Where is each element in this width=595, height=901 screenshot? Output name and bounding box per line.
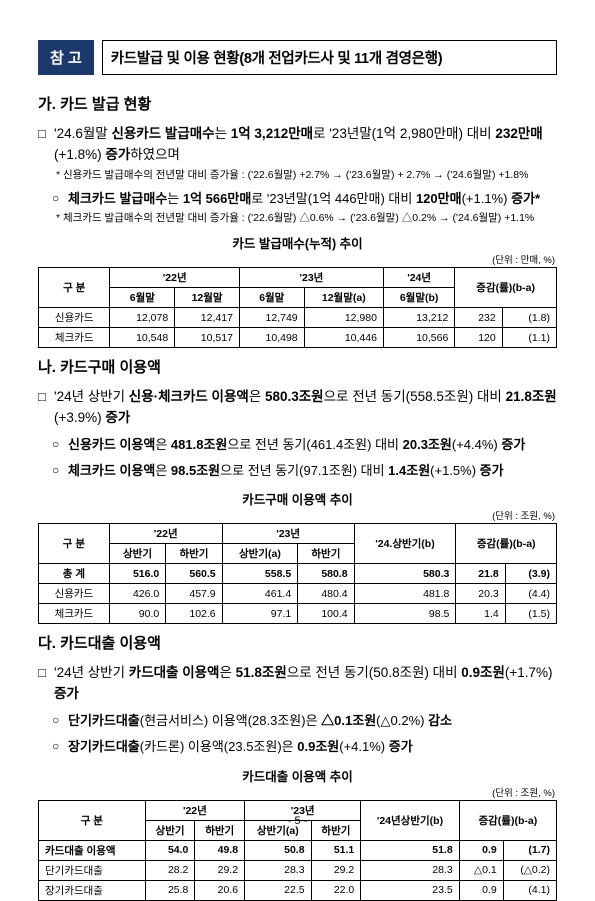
footnote-a1: * 신용카드 발급매수의 전년말 대비 증가율 : ('22.6월말) +2.7… — [56, 168, 557, 183]
table3-unit: (단위 : 조원, %) — [38, 785, 555, 799]
table-row: 체크카드 10,54810,517 10,49810,446 10,566 12… — [39, 328, 557, 348]
item-c1: □ '24년 상반기 카드대출 이용액은 51.8조원으로 전년 동기(50.8… — [38, 663, 557, 705]
table1-unit: (단위 : 만매, %) — [38, 252, 555, 266]
circle-marker: ○ — [52, 461, 68, 481]
item-b2: ○ 신용카드 이용액은 481.8조원으로 전년 동기(461.4조원) 대비 … — [52, 435, 557, 455]
table-row: 카드대출 이용액 54.049.8 50.851.1 51.8 0.9(1.7) — [39, 840, 557, 860]
item-a2: ○ 체크카드 발급매수는 1억 566만매로 '23년말(1억 446만매) 대… — [52, 189, 557, 209]
reference-tag: 참 고 — [38, 40, 94, 75]
table-row: 장기카드대출 25.820.6 22.522.0 23.5 0.9(4.1) — [39, 880, 557, 900]
table2-unit: (단위 : 조원, %) — [38, 508, 555, 522]
item-b1: □ '24년 상반기 신용·체크카드 이용액은 580.3조원으로 전년 동기(… — [38, 387, 557, 429]
item-a1-text: '24.6월말 신용카드 발급매수는 1억 3,212만매로 '23년말(1억 … — [54, 124, 557, 166]
table-row: 신용카드 12,07812,417 12,74912,980 13,212 23… — [39, 308, 557, 328]
footnote-a2: * 체크카드 발급매수의 전년말 대비 증가율 : ('22.6월말) △0.6… — [56, 211, 557, 226]
section-c-heading: 다. 카드대출 이용액 — [38, 632, 557, 653]
circle-marker: ○ — [52, 189, 68, 209]
table1: 구 분 '22년 '23년 '24년 증감(률)(b-a) 6월말12월말 6월… — [38, 267, 557, 348]
table2: 구 분 '22년 '23년 '24.상반기(b) 증감(률)(b-a) 상반기하… — [38, 523, 557, 624]
table1-title: 카드 발급매수(누적) 추이 — [38, 233, 557, 252]
section-a-heading: 가. 카드 발급 현황 — [38, 93, 557, 114]
box-marker: □ — [38, 663, 54, 705]
page-number: - 5 - — [0, 815, 595, 827]
table-row: 총 계 516.0560.5 558.5580.8 580.3 21.8(3.9… — [39, 564, 557, 584]
item-b1-text: '24년 상반기 신용·체크카드 이용액은 580.3조원으로 전년 동기(55… — [54, 387, 557, 429]
circle-marker: ○ — [52, 711, 68, 731]
item-a2-text: 체크카드 발급매수는 1억 566만매로 '23년말(1억 446만매) 대비 … — [68, 189, 557, 209]
item-b3-text: 체크카드 이용액은 98.5조원으로 전년 동기(97.1조원) 대비 1.4조… — [68, 461, 557, 481]
circle-marker: ○ — [52, 737, 68, 757]
item-a1: □ '24.6월말 신용카드 발급매수는 1억 3,212만매로 '23년말(1… — [38, 124, 557, 166]
table3-title: 카드대출 이용액 추이 — [38, 766, 557, 785]
circle-marker: ○ — [52, 435, 68, 455]
header-row: 참 고 카드발급 및 이용 현황(8개 전업카드사 및 11개 겸영은행) — [38, 40, 557, 75]
box-marker: □ — [38, 124, 54, 166]
box-marker: □ — [38, 387, 54, 429]
table-row: 체크카드 90.0102.6 97.1100.4 98.5 1.4(1.5) — [39, 604, 557, 624]
page-title: 카드발급 및 이용 현황(8개 전업카드사 및 11개 겸영은행) — [102, 40, 557, 75]
table2-title: 카드구매 이용액 추이 — [38, 489, 557, 508]
item-b2-text: 신용카드 이용액은 481.8조원으로 전년 동기(461.4조원) 대비 20… — [68, 435, 557, 455]
item-c2-text: 단기카드대출(현금서비스) 이용액(28.3조원)은 △0.1조원(△0.2%)… — [68, 711, 557, 731]
item-c3: ○ 장기카드대출(카드론) 이용액(23.5조원)은 0.9조원(+4.1%) … — [52, 737, 557, 757]
item-b3: ○ 체크카드 이용액은 98.5조원으로 전년 동기(97.1조원) 대비 1.… — [52, 461, 557, 481]
table-row: 단기카드대출 28.229.2 28.329.2 28.3 △0.1(△0.2) — [39, 860, 557, 880]
section-b-heading: 나. 카드구매 이용액 — [38, 356, 557, 377]
table-row: 신용카드 426.0457.9 461.4480.4 481.8 20.3(4.… — [39, 584, 557, 604]
item-c3-text: 장기카드대출(카드론) 이용액(23.5조원)은 0.9조원(+4.1%) 증가 — [68, 737, 557, 757]
item-c1-text: '24년 상반기 카드대출 이용액은 51.8조원으로 전년 동기(50.8조원… — [54, 663, 557, 705]
item-c2: ○ 단기카드대출(현금서비스) 이용액(28.3조원)은 △0.1조원(△0.2… — [52, 711, 557, 731]
